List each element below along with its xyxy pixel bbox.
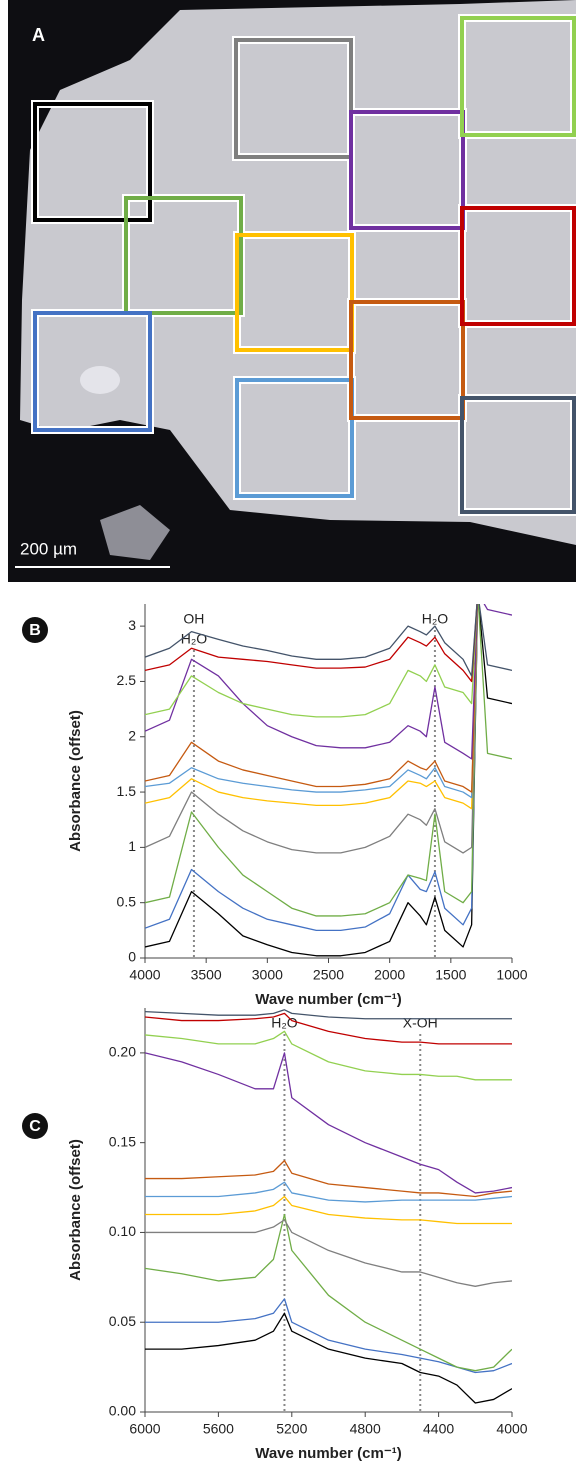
x-tick-label: 4000 [496,1421,527,1437]
panel-label: A [32,25,45,45]
sample-region [20,0,576,545]
y-tick-label: 3 [128,617,136,633]
x-tick-label: 3500 [191,967,222,983]
spectrum [145,604,479,810]
panel-label: C [29,1118,41,1135]
spectrum [145,1030,512,1081]
y-tick-label: 1 [128,838,136,854]
annotation: X-OH [403,1015,438,1031]
x-tick-label: 3000 [252,967,283,983]
x-tick-label: 5600 [203,1421,234,1437]
panel-label: B [29,622,41,639]
x-tick-label: 4000 [129,967,160,983]
y-tick-label: 0.5 [117,893,137,909]
y-tick-label: 0.00 [109,1403,136,1419]
x-tick-label: 5200 [276,1421,307,1437]
annotation: H₂O [271,1015,298,1031]
measurement-boxes [33,16,576,514]
spectrum [145,604,479,854]
spectrum [145,1009,512,1020]
spectrum [145,1052,512,1194]
spectrum [145,604,478,718]
y-tick-label: 0 [128,949,136,965]
spectrum [145,604,512,760]
micrograph: A 200 µm [8,0,576,582]
x-tick-label: 2000 [374,967,405,983]
x-tick-label: 2500 [313,967,344,983]
series-group [145,1009,512,1404]
spectrum [145,1159,512,1198]
panel-badge [22,1113,48,1139]
y-tick-label: 2.5 [117,672,137,688]
y-tick-label: 0.05 [109,1313,136,1329]
spectrum [145,1312,512,1404]
spectrum [145,1213,512,1372]
y-axis-label: Absorbance (offset) [67,1139,84,1281]
spectrum [145,604,512,677]
spectrum [145,1195,512,1225]
x-tick-label: 1000 [496,967,527,983]
x-tick-label: 4400 [423,1421,454,1437]
spectrum [145,604,479,799]
series-group [145,604,512,957]
x-axis-label: Wave number (cm⁻¹) [255,1445,402,1462]
y-tick-label: 1.5 [117,783,137,799]
spectrum [145,604,512,917]
y-tick-label: 0.20 [109,1044,136,1060]
spectrum [145,604,512,957]
sample-fragment [100,505,170,560]
spectrum [145,604,479,793]
spectrum [145,1219,512,1287]
spectrum [145,1181,512,1203]
spectrum [145,604,478,683]
bright-spot [80,366,120,394]
x-tick-label: 1500 [435,967,466,983]
annotation: H₂O [422,611,449,627]
x-axis-label: Wave number (cm⁻¹) [255,991,402,1008]
spectrum [145,1012,512,1045]
annotation: OH [183,611,204,627]
spectrum [145,604,479,931]
spectrum [145,1298,512,1374]
scale-bar-label: 200 µm [20,539,77,558]
y-axis-label: Absorbance (offset) [67,710,84,852]
y-tick-label: 0.10 [109,1223,136,1239]
y-tick-label: 2 [128,727,136,743]
x-tick-label: 6000 [129,1421,160,1437]
panel-badge [22,617,48,643]
annotation: H₂O [181,631,208,647]
y-tick-label: 0.15 [109,1133,136,1149]
x-tick-label: 4800 [350,1421,381,1437]
